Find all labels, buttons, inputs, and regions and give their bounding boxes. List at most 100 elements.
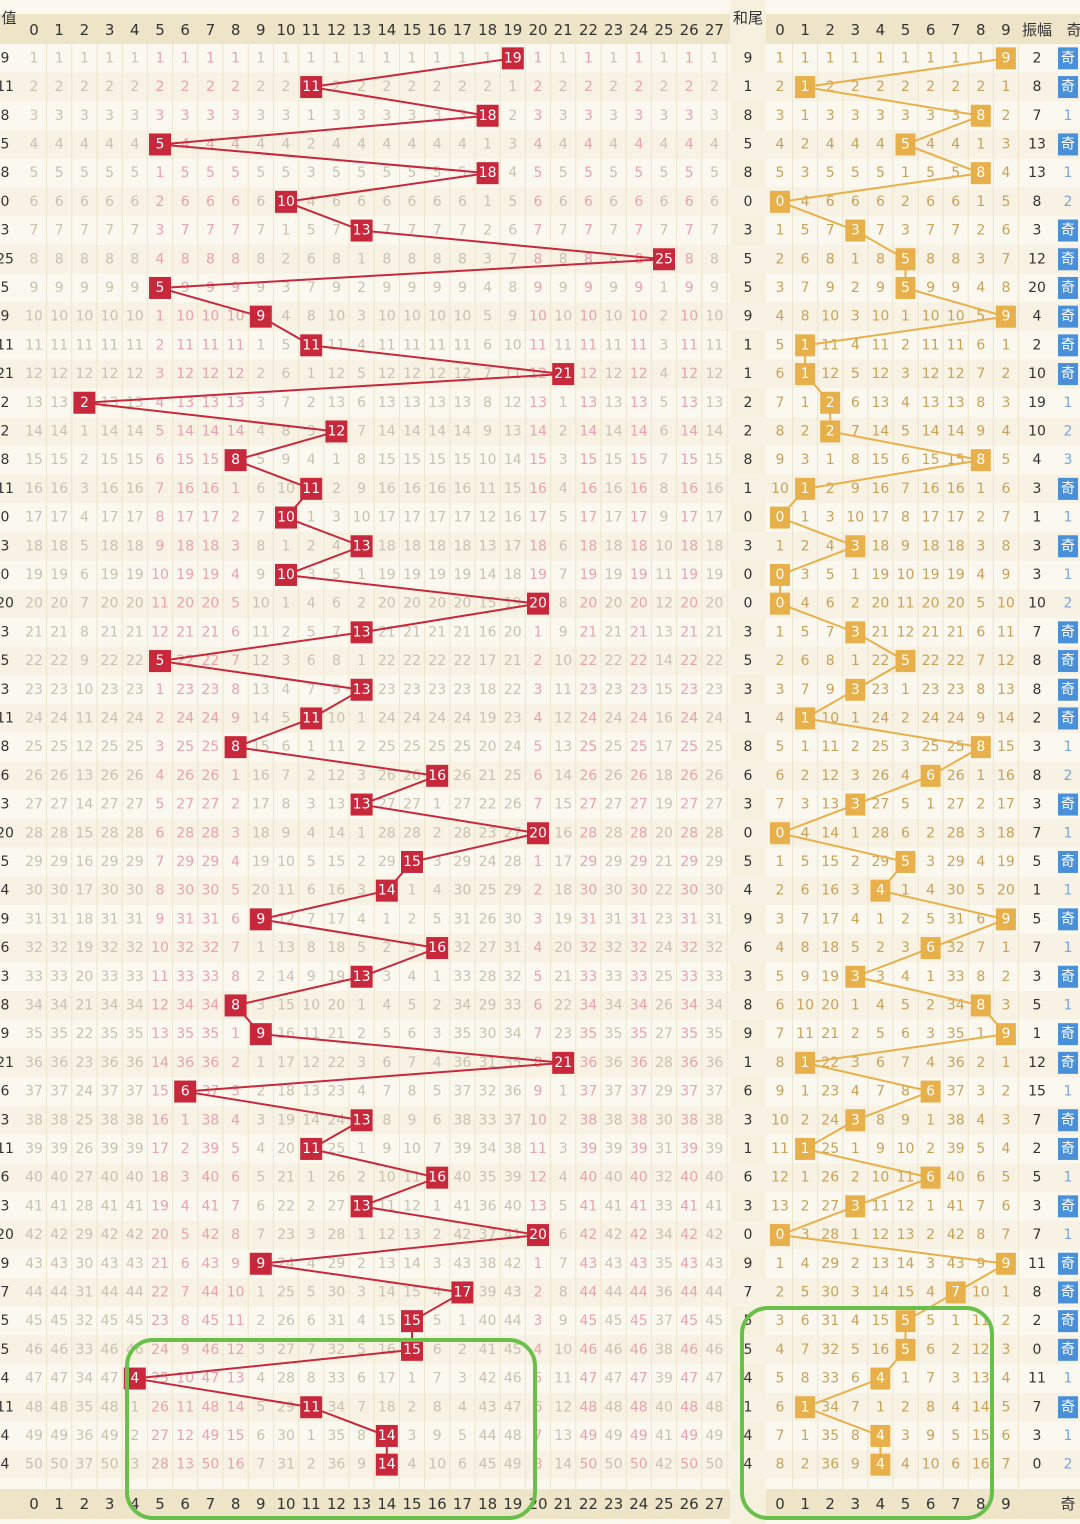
- tail-hit-box: [770, 190, 790, 213]
- omission-value: 23: [378, 682, 396, 698]
- tail-omission-value: 1: [826, 452, 835, 468]
- tail-omission-value: 2: [976, 510, 985, 526]
- omission-value: 10: [201, 309, 219, 325]
- omission-value: 6: [660, 423, 669, 439]
- row-tail-value: 9: [744, 1256, 753, 1272]
- omission-value: 2: [231, 1055, 240, 1071]
- omission-value: 39: [705, 1141, 723, 1157]
- omission-value: 10: [151, 567, 169, 583]
- row-amplitude: 8: [1033, 653, 1042, 669]
- omission-value: 34: [176, 997, 194, 1013]
- tail-hit-value: 4: [876, 1371, 885, 1387]
- omission-value: 7: [80, 596, 89, 612]
- omission-value: 8: [307, 1371, 316, 1387]
- omission-value: 4: [156, 395, 165, 411]
- omission-value: 7: [282, 768, 291, 784]
- omission-value: 27: [176, 797, 194, 813]
- omission-value: 12: [378, 1227, 396, 1243]
- tail-omission-value: 3: [976, 1084, 985, 1100]
- omission-value: 22: [126, 653, 144, 669]
- omission-value: 2: [660, 309, 669, 325]
- tail-omission-value: 2: [851, 596, 860, 612]
- omission-value: 38: [453, 1112, 471, 1128]
- odd-badge: [1058, 650, 1078, 673]
- omission-value: 21: [554, 969, 572, 985]
- sum-axis-label: 23: [604, 21, 623, 39]
- sum-axis-label: 12: [327, 21, 346, 39]
- omission-value: 34: [25, 997, 43, 1013]
- omission-value: 22: [403, 653, 421, 669]
- tail-omission-value: 23: [821, 1084, 839, 1100]
- tail-omission-value: 13: [871, 1256, 889, 1272]
- omission-value: 13: [579, 395, 597, 411]
- sum-hit-value: 11: [302, 337, 320, 353]
- omission-value: 22: [201, 653, 219, 669]
- tail-omission-value: 6: [976, 1170, 985, 1186]
- omission-value: 21: [176, 624, 194, 640]
- omission-value: 47: [605, 1371, 623, 1387]
- row-tail-value: 7: [744, 1284, 753, 1300]
- omission-value: 7: [256, 510, 265, 526]
- omission-value: 8: [609, 251, 618, 267]
- omission-value: 5: [559, 1198, 568, 1214]
- tail-hit-value: 7: [951, 1284, 960, 1300]
- omission-value: 2: [458, 1342, 467, 1358]
- tail-omission-value: 19: [821, 969, 839, 985]
- omission-value: 3: [332, 108, 341, 124]
- omission-value: 20: [176, 596, 194, 612]
- omission-value: 28: [75, 1198, 93, 1214]
- omission-value: 6: [534, 768, 543, 784]
- omission-value: 3: [357, 883, 366, 899]
- omission-value: 22: [554, 997, 572, 1013]
- omission-value: 4: [256, 1141, 265, 1157]
- parity-value: 2: [1064, 596, 1073, 612]
- omission-value: 2: [256, 366, 265, 382]
- omission-value: 11: [75, 710, 93, 726]
- tail-omission-value: 11: [821, 739, 839, 755]
- omission-value: 14: [75, 797, 93, 813]
- tail-hit-value: 1: [801, 1055, 810, 1071]
- tail-hit-value: 1: [801, 1141, 810, 1157]
- omission-value: 28: [579, 825, 597, 841]
- omission-value: 5: [80, 538, 89, 554]
- omission-value: 31: [176, 911, 194, 927]
- omission-value: 12: [428, 366, 446, 382]
- tail-omission-value: 1: [851, 567, 860, 583]
- omission-value: 22: [428, 653, 446, 669]
- tail-omission-value: 2: [851, 1256, 860, 1272]
- omission-value: 5: [156, 423, 165, 439]
- row-tail-value: 0: [744, 825, 753, 841]
- omission-value: 14: [529, 423, 547, 439]
- tail-omission-value: 8: [776, 423, 785, 439]
- tail-omission-value: 5: [951, 1428, 960, 1444]
- omission-value: 4: [660, 136, 669, 152]
- sum-hit-box: [73, 391, 96, 414]
- tail-omission-value: 33: [821, 1371, 839, 1387]
- tail-hit-box: [895, 248, 916, 271]
- omission-value: 3: [534, 682, 543, 698]
- row-tail-value: 2: [744, 395, 753, 411]
- tail-omission-value: 4: [1001, 1141, 1010, 1157]
- tail-hit-box: [970, 994, 991, 1017]
- omission-value: 1: [105, 50, 114, 66]
- sum-hit-box: [426, 937, 449, 960]
- omission-value: 18: [579, 538, 597, 554]
- tail-omission-value: 1: [926, 1112, 935, 1128]
- omission-value: 21: [126, 624, 144, 640]
- tail-omission-value: 2: [901, 710, 910, 726]
- tail-omission-value: 19: [997, 854, 1015, 870]
- omission-value: 3: [634, 108, 643, 124]
- omission-value: 41: [479, 1342, 497, 1358]
- omission-value: 11: [151, 969, 169, 985]
- tail-hit-value: 6: [926, 768, 935, 784]
- omission-value: 7: [307, 1342, 316, 1358]
- row-tail-value: 1: [744, 79, 753, 95]
- omission-value: 29: [50, 854, 68, 870]
- tail-hit-value: 1: [801, 1399, 810, 1415]
- omission-value: 12: [176, 1428, 194, 1444]
- omission-value: 11: [126, 337, 144, 353]
- row-value: 8: [1, 452, 10, 468]
- omission-value: 10: [554, 1342, 572, 1358]
- tail-omission-value: 5: [976, 1141, 985, 1157]
